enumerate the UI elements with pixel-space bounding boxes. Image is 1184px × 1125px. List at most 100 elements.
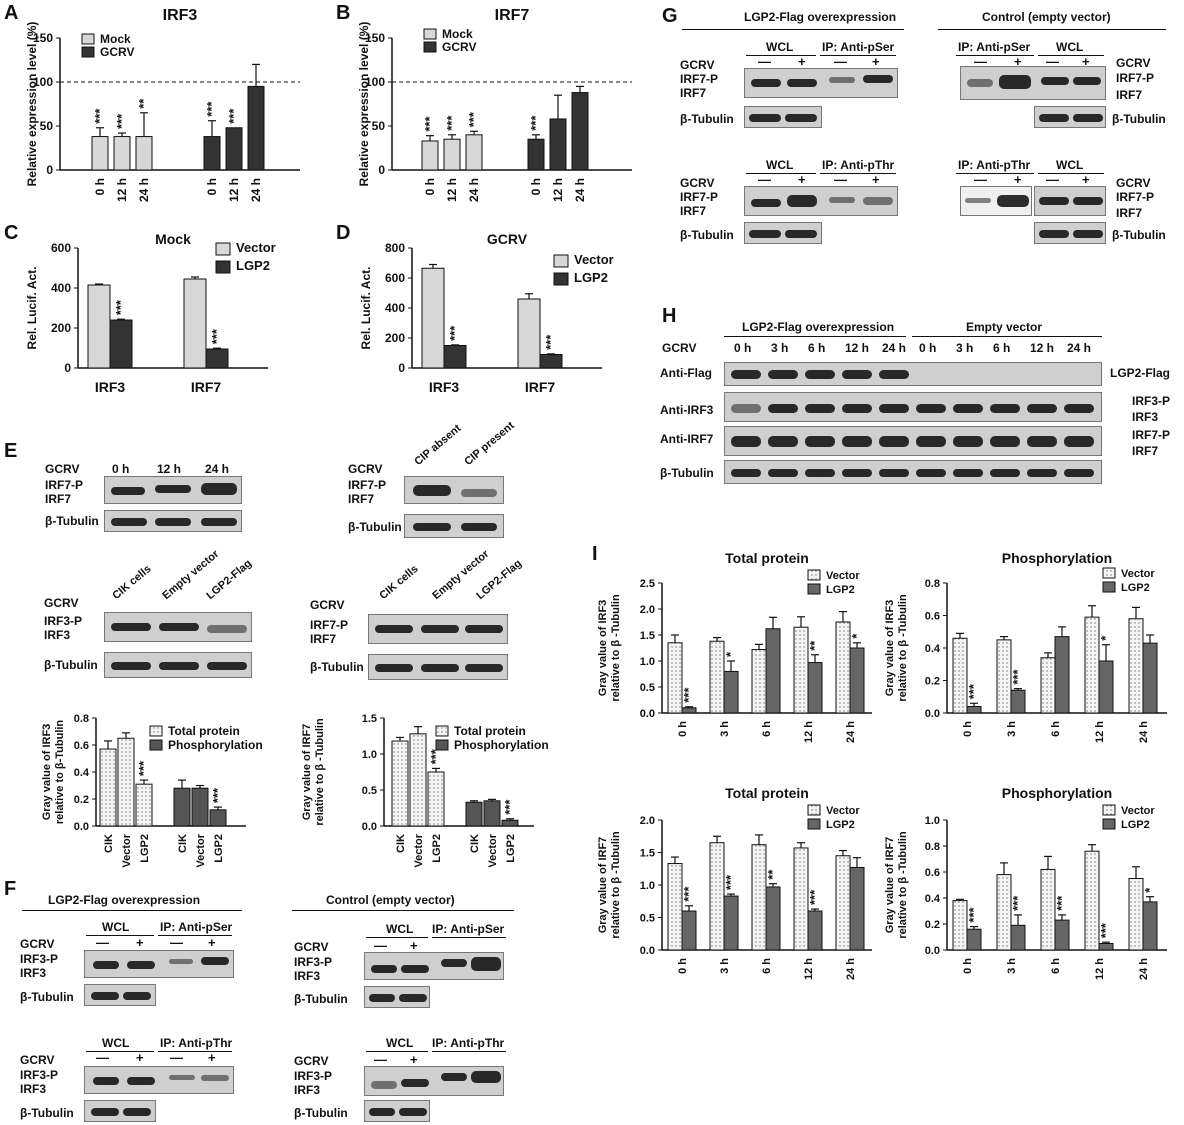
bar [209, 809, 227, 827]
x-tick-label: 0 h [677, 721, 689, 737]
significance-marker: *** [114, 113, 129, 129]
irf3-label: IRF3 [294, 969, 321, 983]
plus-sign: + [872, 172, 880, 187]
irf7p-label: IRF7-P [1116, 71, 1155, 85]
y-tick-label: 1.5 [640, 630, 655, 642]
band [111, 518, 147, 526]
ip-label: IP: Anti-pThr [432, 1036, 505, 1050]
x-tick-label: 6 h [761, 721, 773, 737]
bar [966, 706, 982, 714]
y-tick-label: 2.0 [640, 815, 655, 827]
minus-sign: — [1046, 172, 1059, 187]
chart-e-irf7-gray: 0.0 0.5 1.0 1.5 Gray value of IRF7 relative t… [301, 713, 549, 868]
significance-marker: *** [136, 760, 151, 776]
tubulin-label: β-Tubulin [680, 112, 734, 126]
band [421, 625, 459, 633]
x-tick-label: Vector [487, 833, 499, 867]
time-label: 12 h [1030, 341, 1055, 355]
irf7p-label: IRF7-P [310, 618, 349, 632]
blot-image [744, 186, 898, 216]
y-axis-label: Relative expression level (%) [25, 22, 39, 187]
bar [113, 136, 131, 171]
header-rule [724, 336, 906, 337]
minus-sign: — [374, 938, 387, 953]
h-left-header: LGP2-Flag overexpression [742, 320, 895, 334]
legend-label: Mock [442, 27, 473, 41]
wcl-label: WCL [1056, 40, 1084, 54]
irf7p-label: IRF7-P [680, 72, 719, 86]
ip-label: IP: Anti-pSer [160, 920, 233, 934]
band [953, 404, 983, 413]
band [421, 664, 459, 672]
band [465, 664, 503, 672]
x-tick-label: 0 h [93, 178, 107, 195]
y-tick-label: 0.5 [640, 682, 655, 694]
tubulin-label: β-Tubulin [348, 520, 402, 534]
chart-title: GCRV [487, 231, 528, 247]
g-left-header: LGP2-Flag overexpression [744, 10, 897, 24]
x-tick-label: 12 h [227, 178, 241, 202]
header-rule [682, 29, 904, 30]
band [999, 75, 1031, 89]
tubulin-label: β-Tubulin [294, 992, 348, 1006]
legend-swatch [807, 569, 821, 581]
chart-title: Phosphorylation [1002, 550, 1112, 566]
legend-label: Vector [1121, 805, 1155, 817]
gcrv-label: GCRV [662, 341, 697, 355]
band [749, 230, 781, 238]
band [465, 625, 503, 633]
band [471, 957, 501, 971]
y-tick-label: 0.0 [640, 945, 655, 957]
panel-label-g: G [662, 5, 678, 27]
blot-image [364, 1100, 430, 1122]
significance-marker: *** [807, 889, 822, 905]
band [461, 523, 497, 531]
significance-marker: *** [210, 787, 225, 803]
cell-label: CIK cells [110, 562, 154, 602]
legend-swatch [807, 818, 821, 830]
y-tick-label: 0.8 [74, 713, 89, 725]
panel-label-f: F [4, 878, 17, 900]
irf3p-label: IRF3-P [294, 1069, 333, 1083]
anti-irf7-label: Anti-IRF7 [660, 432, 714, 446]
plus-sign: + [136, 935, 144, 950]
blot-image [84, 1100, 156, 1122]
bar [1142, 642, 1158, 714]
legend-swatch [149, 725, 163, 737]
tubulin-label: β-Tubulin [20, 990, 74, 1004]
band [785, 114, 817, 122]
x-tick-label: 3 h [719, 958, 731, 974]
band [731, 469, 761, 477]
x-tick-label: 0 h [677, 958, 689, 974]
blot-image [364, 952, 504, 980]
gcrv-label: GCRV [348, 462, 383, 476]
significance-marker: *** [543, 334, 558, 350]
significance-marker: *** [1010, 895, 1025, 911]
minus-sign: — [96, 1050, 109, 1065]
legend-swatch [1102, 818, 1116, 830]
legend-label: Mock [100, 32, 131, 46]
x-tick-label: 0 h [962, 958, 974, 974]
bar [501, 819, 519, 827]
x-tick-label: 3 h [1006, 721, 1018, 737]
band [751, 79, 781, 87]
band [371, 965, 397, 973]
band [731, 370, 761, 379]
chart-i-irf7-phos: Phosphorylation 0.0 0.2 0.4 0.6 0.8 1.0 Gray va… [884, 785, 1167, 980]
panel-label-h: H [662, 305, 677, 327]
bar [667, 863, 683, 951]
y-axis-label: Gray value of IRF7 [597, 837, 609, 934]
x-tick-label: 0 h [962, 721, 974, 737]
legend-label: LGP2 [574, 270, 608, 285]
y-axis-label: relative to β -Tubulin [610, 594, 622, 702]
bar [1098, 660, 1114, 714]
plus-sign: + [136, 1050, 144, 1065]
x-tick-label: 6 h [1050, 721, 1062, 737]
y-tick-label: 50 [40, 119, 54, 133]
y-axis-label: relative to β -Tubulin [897, 831, 909, 939]
x-tick-label: CIK [469, 834, 481, 853]
plus-sign: + [410, 1052, 418, 1067]
y-axis-label: Relative expression level (%) [357, 22, 371, 187]
gcrv-label: GCRV [294, 940, 329, 954]
